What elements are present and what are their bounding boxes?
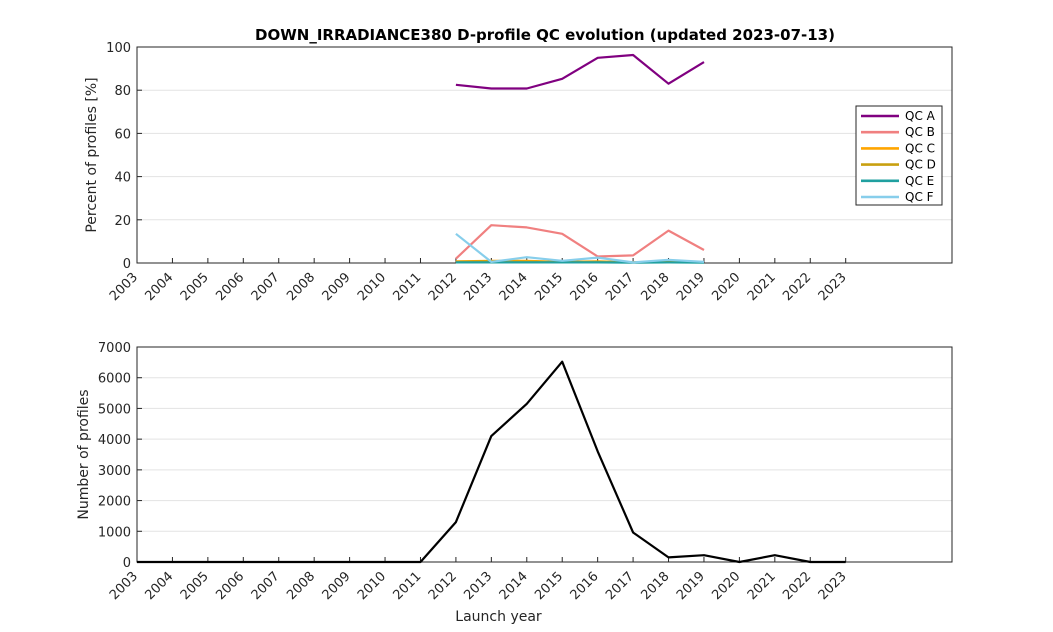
y-tick-label: 3000 bbox=[98, 464, 131, 479]
x-tick-label: 2022 bbox=[780, 569, 814, 603]
y-tick-label: 6000 bbox=[98, 372, 131, 387]
x-tick-label: 2021 bbox=[745, 270, 779, 304]
x-tick-label: 2012 bbox=[426, 270, 460, 304]
legend-item: QC C bbox=[861, 141, 935, 155]
x-tick-label: 2015 bbox=[532, 569, 566, 603]
x-tick-label: 2009 bbox=[320, 569, 354, 603]
y-tick-label: 80 bbox=[114, 84, 131, 99]
x-tick-label: 2006 bbox=[213, 569, 247, 603]
x-tick-label: 2003 bbox=[107, 270, 141, 304]
plot-background bbox=[137, 347, 952, 562]
legend-item: QC B bbox=[861, 125, 935, 139]
x-tick-label: 2014 bbox=[497, 569, 531, 603]
y-tick-label: 0 bbox=[123, 257, 131, 272]
y-axis-label: Percent of profiles [%] bbox=[84, 77, 100, 232]
legend-label: QC F bbox=[905, 190, 934, 204]
x-tick-label: 2008 bbox=[284, 270, 318, 304]
x-tick-label: 2015 bbox=[532, 270, 566, 304]
series-line-qc-b bbox=[455, 224, 705, 260]
x-tick-label: 2005 bbox=[178, 569, 212, 603]
y-tick-label: 7000 bbox=[98, 341, 131, 356]
x-tick-label: 2017 bbox=[603, 270, 637, 304]
x-tick-label: 2018 bbox=[639, 569, 673, 603]
x-axis-label: Launch year bbox=[455, 609, 542, 625]
y-tick-label: 40 bbox=[114, 171, 131, 186]
x-tick-label: 2004 bbox=[142, 569, 176, 603]
x-tick-label: 2019 bbox=[674, 569, 708, 603]
series-line-qc-f bbox=[455, 232, 705, 264]
x-tick-label: 2005 bbox=[178, 270, 212, 304]
legend-item: QC F bbox=[861, 190, 934, 204]
x-tick-label: 2011 bbox=[390, 270, 424, 304]
y-tick-label: 0 bbox=[123, 556, 131, 571]
x-tick-label: 2012 bbox=[426, 569, 460, 603]
y-tick-label: 100 bbox=[106, 41, 131, 56]
legend-item: QC E bbox=[861, 174, 934, 188]
legend-label: QC D bbox=[905, 158, 936, 172]
chart-title: DOWN_IRRADIANCE380 D-profile QC evolutio… bbox=[255, 26, 835, 44]
legend-item: QC D bbox=[861, 158, 936, 172]
x-tick-label: 2010 bbox=[355, 270, 389, 304]
x-tick-label: 2006 bbox=[213, 270, 247, 304]
legend-label: QC A bbox=[905, 109, 936, 123]
legend-box bbox=[855, 105, 943, 206]
axes-frame bbox=[136, 346, 953, 563]
legend-label: QC E bbox=[905, 174, 934, 188]
legend-label: QC C bbox=[905, 141, 935, 155]
x-tick-label: 2020 bbox=[709, 270, 743, 304]
x-tick-label: 2013 bbox=[461, 270, 495, 304]
x-tick-label: 2007 bbox=[249, 569, 283, 603]
x-tick-label: 2020 bbox=[709, 569, 743, 603]
x-tick-label: 2008 bbox=[284, 569, 318, 603]
y-tick-label: 2000 bbox=[98, 495, 131, 510]
x-tick-label: 2022 bbox=[780, 270, 814, 304]
x-tick-label: 2017 bbox=[603, 569, 637, 603]
series-line-qc-a bbox=[455, 53, 705, 90]
series-line bbox=[137, 360, 846, 564]
y-tick-label: 20 bbox=[114, 214, 131, 229]
x-tick-label: 2003 bbox=[107, 569, 141, 603]
y-tick-label: 4000 bbox=[98, 433, 131, 448]
x-tick-label: 2010 bbox=[355, 569, 389, 603]
y-tick-label: 60 bbox=[114, 127, 131, 142]
x-tick-label: 2011 bbox=[390, 569, 424, 603]
x-tick-label: 2004 bbox=[142, 270, 176, 304]
x-tick-label: 2013 bbox=[461, 569, 495, 603]
x-tick-label: 2023 bbox=[816, 569, 850, 603]
x-tick-label: 2019 bbox=[674, 270, 708, 304]
x-tick-label: 2007 bbox=[249, 270, 283, 304]
y-tick-label: 1000 bbox=[98, 525, 131, 540]
x-tick-label: 2023 bbox=[816, 270, 850, 304]
x-tick-label: 2021 bbox=[745, 569, 779, 603]
legend-label: QC B bbox=[905, 125, 935, 139]
y-axis-label: Number of profiles bbox=[76, 389, 92, 519]
legend: QC A QC B QC C QC D QC E QC F bbox=[855, 105, 943, 206]
x-tick-label: 2018 bbox=[639, 270, 673, 304]
legend-item: QC A bbox=[861, 109, 936, 123]
x-tick-label: 2016 bbox=[568, 270, 602, 304]
x-tick-label: 2014 bbox=[497, 270, 531, 304]
x-tick-label: 2016 bbox=[568, 569, 602, 603]
qc-percent-axes: 0 20 40 60 80 100 2003 2004 2005 2006 2007 2008 2009… bbox=[84, 41, 953, 304]
x-tick-label: 2009 bbox=[320, 270, 354, 304]
y-tick-label: 5000 bbox=[98, 402, 131, 417]
